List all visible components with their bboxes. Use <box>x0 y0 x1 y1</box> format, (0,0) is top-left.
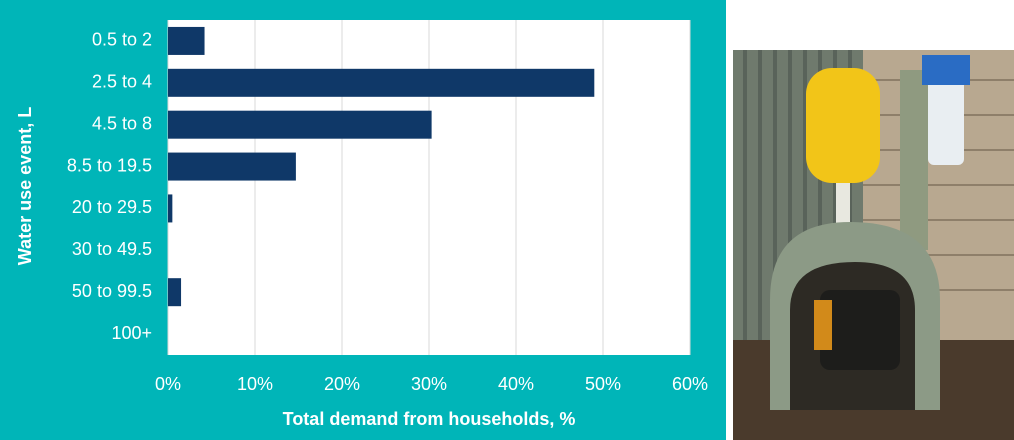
bar <box>168 152 296 181</box>
plot: 0% 10% 20% 30% 40% 50% 60% 0.5 to 2 2.5 to 4 4.5 … <box>67 20 708 394</box>
filter-cap <box>922 55 970 85</box>
bar <box>168 194 173 223</box>
x-tick-label: 50% <box>585 374 621 394</box>
pump <box>820 290 900 370</box>
mortar <box>863 79 1014 291</box>
x-tick-label: 0% <box>155 374 181 394</box>
x-tick-label: 30% <box>411 374 447 394</box>
bar <box>168 26 205 55</box>
bar <box>168 110 432 139</box>
pipe <box>900 70 928 250</box>
y-tick-label: 8.5 to 19.5 <box>67 155 152 175</box>
y-tick-label: 0.5 to 2 <box>92 30 152 50</box>
y-axis-title: Water use event, L <box>15 107 35 265</box>
pump-label <box>814 300 832 350</box>
y-tick-label: 100+ <box>111 323 152 343</box>
bar <box>168 278 182 307</box>
y-tick-label: 2.5 to 4 <box>92 72 152 92</box>
photo <box>733 50 1014 440</box>
x-tick-label: 60% <box>672 374 708 394</box>
x-tick-label: 20% <box>324 374 360 394</box>
y-tick-label: 4.5 to 8 <box>92 113 152 133</box>
fitting <box>836 183 850 228</box>
y-tick-label: 30 to 49.5 <box>72 239 152 259</box>
x-tick-label: 40% <box>498 374 534 394</box>
x-tick-label: 10% <box>237 374 273 394</box>
y-tick-label: 20 to 29.5 <box>72 197 152 217</box>
x-axis-title: Total demand from households, % <box>283 409 576 429</box>
bar <box>168 68 595 97</box>
pressure-tank <box>806 68 880 183</box>
y-tick-label: 50 to 99.5 <box>72 281 152 301</box>
